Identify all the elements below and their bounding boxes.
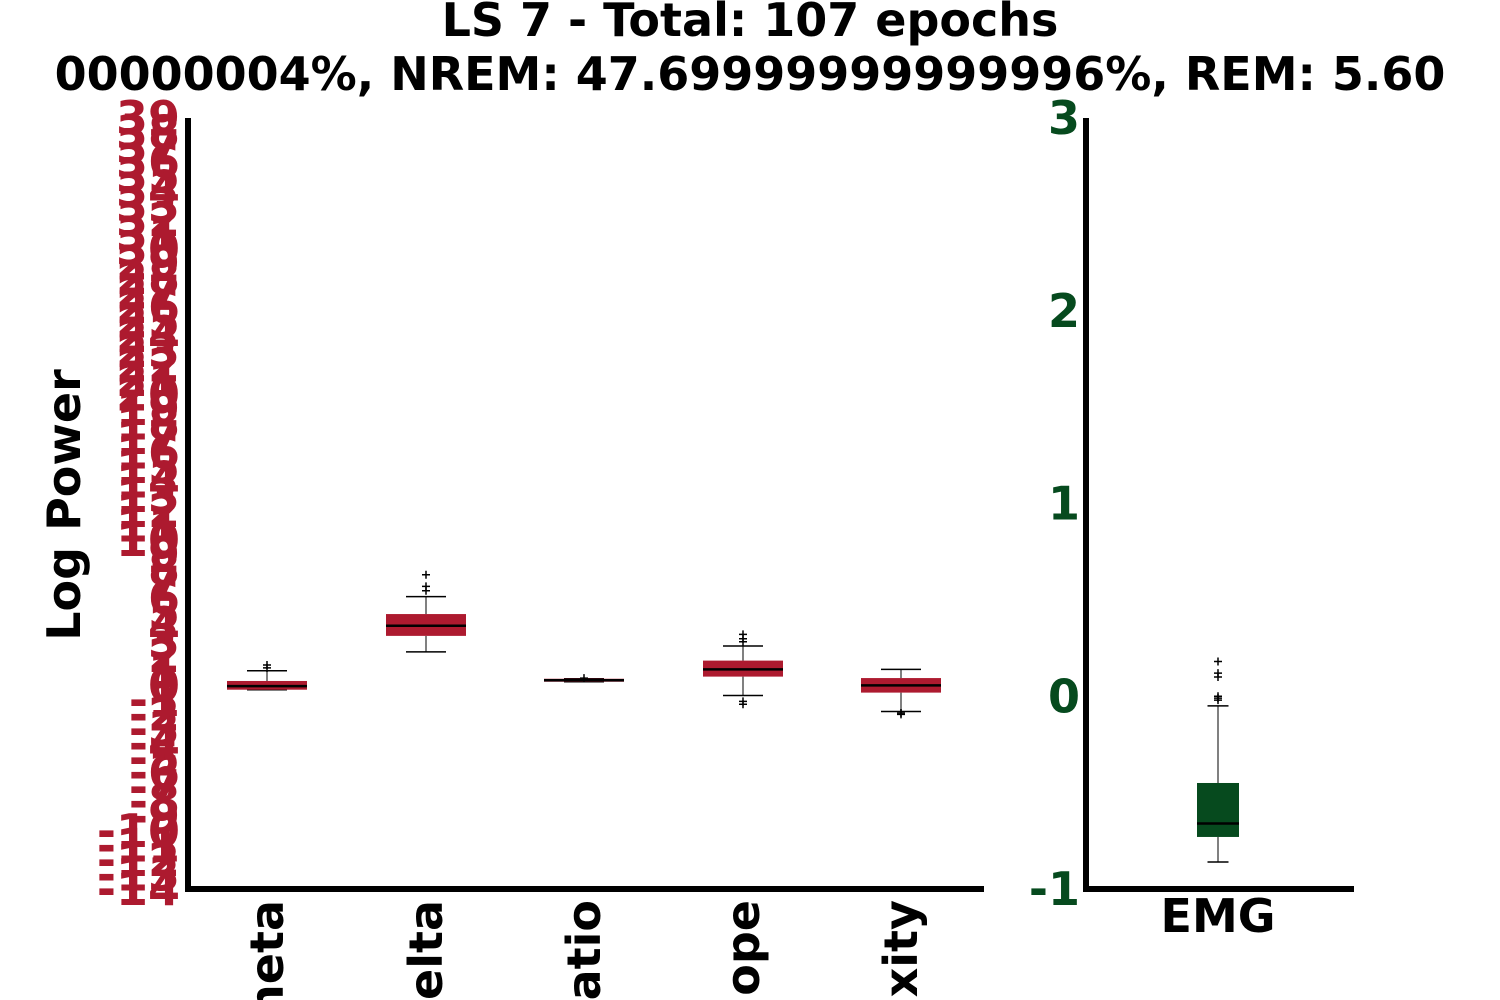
flier-point (263, 660, 271, 669)
y-tick-label: -13 (97, 847, 180, 901)
box-heta (227, 660, 307, 691)
flier-point (1214, 657, 1222, 666)
x-tick-label: atio (557, 900, 611, 1000)
y-tick-label: 28 (116, 251, 180, 305)
y-tick-label: -2 (129, 687, 180, 741)
y-tick-label: 0 (1048, 669, 1080, 723)
y-tick-label: -8 (129, 775, 180, 829)
y-tick-label: 23 (116, 324, 180, 378)
y-tick-label: 38 (116, 106, 180, 160)
y-tick-label: 24 (116, 309, 180, 363)
y-tick-label: 36 (116, 135, 180, 189)
y-tick-label: 3 (148, 615, 180, 669)
x-tick-label: elta (399, 900, 453, 1000)
y-tick-label: -10 (97, 804, 180, 858)
y-tick-label: 2 (148, 629, 180, 683)
chart-title-line2: 00000004%, NREM: 47.69999999999996%, REM… (55, 47, 1446, 101)
y-tick-label: 22 (116, 338, 180, 392)
left-x-tick-labels: heta elta atio ope xity (240, 900, 928, 1000)
y-tick-label: -12 (97, 833, 180, 887)
y-tick-label: 33 (116, 178, 180, 232)
y-tick-label: -9 (129, 789, 180, 843)
y-tick-label: 32 (116, 193, 180, 247)
y-tick-label: 4 (148, 600, 180, 654)
right-plot-area (1197, 657, 1239, 863)
y-tick-label: -4 (129, 717, 180, 771)
y-tick-label: 39 (116, 91, 180, 145)
y-tick-label: -11 (97, 818, 180, 872)
flier-point (739, 630, 747, 639)
flier-point (897, 710, 905, 719)
flier-point (739, 697, 747, 706)
y-tick-label: 7 (148, 557, 180, 611)
box-atio (544, 674, 624, 683)
right-x-tick-labels: EMG (1161, 889, 1276, 943)
y-tick-label: 12 (116, 484, 180, 538)
y-tick-label: 19 (116, 382, 180, 436)
y-tick-label: 17 (116, 411, 180, 465)
y-tick-label: 0 (148, 658, 180, 712)
y-tick-label: 29 (116, 236, 180, 290)
y-tick-label: 34 (116, 164, 180, 218)
x-tick-label: heta (240, 900, 294, 1000)
y-tick-label: 8 (148, 542, 180, 596)
box-elta (386, 570, 466, 653)
left-plot-area (227, 570, 941, 719)
y-tick-label: 3 (1048, 91, 1080, 145)
y-tick-label: 14 (116, 455, 180, 509)
flier-point (422, 582, 430, 591)
y-tick-label: 21 (116, 353, 180, 407)
y-tick-label: 20 (116, 367, 180, 421)
y-tick-label: 27 (116, 266, 180, 320)
y-tick-label: 9 (148, 527, 180, 581)
y-tick-label: 31 (116, 207, 180, 261)
y-axis-label: Log Power (37, 369, 91, 641)
x-tick-label: xity (874, 900, 928, 997)
y-tick-label: -5 (129, 731, 180, 785)
y-tick-label: 10 (116, 513, 180, 567)
x-tick-label: EMG (1161, 889, 1276, 943)
y-tick-label: 37 (116, 120, 180, 174)
chart-title-line1: LS 7 - Total: 107 epochs (442, 0, 1059, 47)
y-tick-label: -3 (129, 702, 180, 756)
y-tick-label: -1 (1029, 862, 1080, 916)
y-tick-label: 30 (116, 222, 180, 276)
y-tick-label: -7 (129, 760, 180, 814)
y-tick-label: 5 (148, 586, 180, 640)
y-tick-label: 26 (116, 280, 180, 334)
y-tick-label: 16 (116, 426, 180, 480)
y-tick-label: 18 (116, 396, 180, 450)
flier-point (1214, 692, 1222, 701)
y-tick-label: 25 (116, 295, 180, 349)
y-tick-label: 15 (116, 440, 180, 494)
y-tick-label: 11 (116, 498, 180, 552)
box-xity (861, 668, 941, 719)
y-tick-label: -6 (129, 746, 180, 800)
y-tick-label: 13 (116, 469, 180, 523)
x-tick-label: ope (716, 900, 770, 996)
y-tick-label: -1 (129, 673, 180, 727)
flier-point (580, 674, 588, 683)
box-iqr (1197, 782, 1239, 837)
y-tick-label: 35 (116, 149, 180, 203)
y-tick-label: 1 (148, 644, 180, 698)
box-emg (1197, 657, 1239, 863)
y-tick-label: -14 (97, 862, 180, 916)
y-tick-label: 6 (148, 571, 180, 625)
box-ope (703, 630, 783, 709)
y-tick-label: 1 (1048, 477, 1080, 531)
left-y-tick-labels: -14-13-12-11-10-9-8-7-6-5-4-3-2-10123456… (97, 91, 180, 916)
flier-point (422, 570, 430, 579)
right-y-tick-labels: -1 0 1 2 3 (1029, 91, 1080, 916)
flier-point (1214, 669, 1222, 678)
y-tick-label: 2 (1048, 284, 1080, 338)
